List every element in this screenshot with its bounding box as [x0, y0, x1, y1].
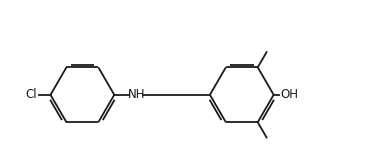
Text: OH: OH — [280, 88, 299, 101]
Text: NH: NH — [128, 88, 145, 101]
Text: Cl: Cl — [25, 88, 36, 101]
